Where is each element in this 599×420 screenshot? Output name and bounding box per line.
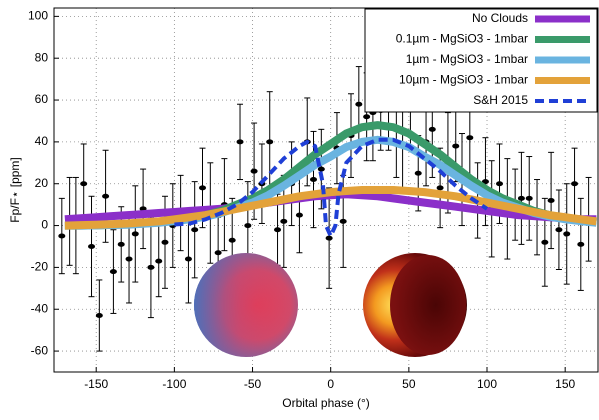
legend: No Clouds 0.1µm - MgSiO3 - 1mbar 1µm - MgS…: [364, 8, 598, 113]
data-point: [325, 235, 333, 241]
data-point: [161, 239, 169, 245]
model-line: [64, 186, 597, 230]
x-tick-label: -50: [244, 377, 262, 391]
data-point: [274, 227, 282, 233]
legend-label: No Clouds: [472, 11, 528, 25]
data-point: [525, 195, 533, 201]
data-point: [571, 181, 579, 187]
y-axis-label: Fp/F⋆ [ppm]: [8, 157, 22, 223]
x-tick-label: -100: [162, 377, 186, 391]
data-point: [155, 258, 163, 264]
data-point: [125, 256, 133, 262]
x-tick-label: 100: [477, 377, 497, 391]
data-point: [541, 239, 549, 245]
sphere-right-night: [390, 255, 466, 355]
x-tick-label: -150: [84, 377, 108, 391]
data-point: [317, 166, 325, 172]
x-tick-label: 0: [327, 377, 334, 391]
data-point: [452, 143, 460, 149]
data-point: [236, 139, 244, 145]
data-point: [355, 101, 363, 107]
x-tick-label: 50: [402, 377, 416, 391]
data-point: [80, 181, 88, 187]
data-point: [95, 313, 103, 319]
data-point: [214, 250, 222, 256]
data-point: [102, 193, 110, 199]
data-point: [266, 139, 274, 145]
data-point: [309, 177, 317, 183]
data-point: [428, 126, 436, 132]
data-point: [363, 114, 371, 120]
data-point: [147, 264, 155, 270]
legend-label: S&H 2015: [473, 93, 528, 107]
model-line: [174, 137, 489, 238]
legend-label: 0.1µm - MgSiO3 - 1mbar: [396, 32, 528, 46]
data-point: [58, 233, 66, 239]
data-point: [555, 227, 563, 233]
data-point: [295, 212, 303, 218]
y-tick-label: 0: [41, 218, 48, 232]
y-tick-label: 100: [28, 9, 48, 23]
y-tick-label: -20: [31, 260, 49, 274]
y-tick-label: 60: [35, 92, 49, 106]
data-point: [184, 256, 192, 262]
data-point: [131, 231, 139, 237]
y-tick-label: 40: [35, 134, 49, 148]
data-point: [280, 218, 288, 224]
legend-label: 1µm - MgSiO3 - 1mbar: [406, 52, 528, 66]
y-tick-label: 20: [35, 176, 49, 190]
data-point: [228, 237, 236, 243]
data-point: [117, 241, 125, 247]
sphere-left-shade: [194, 253, 298, 357]
legend-label: 10µm - MgSiO3 - 1mbar: [399, 73, 528, 87]
y-tick-label: -40: [31, 301, 49, 315]
data-point: [244, 223, 252, 229]
data-point: [466, 135, 474, 141]
data-point: [563, 231, 571, 237]
data-point: [88, 243, 96, 249]
data-point: [109, 269, 117, 275]
x-tick-label: 150: [555, 377, 575, 391]
y-tick-label: 80: [35, 50, 49, 64]
data-point: [199, 185, 207, 191]
data-point: [191, 227, 199, 233]
data-point: [496, 181, 504, 187]
plot-frame: [53, 7, 599, 373]
data-point: [481, 179, 489, 185]
data-point: [250, 168, 258, 174]
y-tick-label: -60: [31, 343, 49, 357]
data-point: [577, 241, 585, 247]
data-point: [436, 185, 444, 191]
data-point: [414, 170, 422, 176]
planet-maps: [194, 253, 467, 357]
plot-area: [58, 49, 597, 352]
data-point: [517, 195, 525, 201]
data-point: [339, 218, 347, 224]
data-point: [547, 197, 555, 203]
x-axis-label: Orbital phase (°): [282, 396, 370, 410]
